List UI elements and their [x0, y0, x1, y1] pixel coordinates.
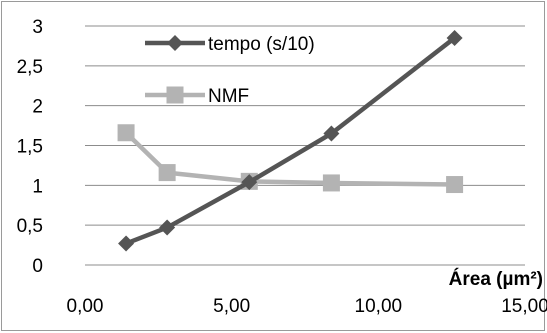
- y-tick-label: 3: [32, 17, 43, 38]
- data-point-tempo: [323, 125, 340, 142]
- series-group: [117, 29, 464, 252]
- data-point-nmf: [446, 176, 464, 194]
- data-point-tempo: [241, 174, 258, 191]
- y-tick-label: 1: [32, 176, 43, 197]
- x-axis-tick-labels: 0,00 5,00 10,00 15,00: [67, 296, 547, 317]
- y-tick-label: 0: [32, 256, 43, 277]
- data-point-nmf: [117, 124, 135, 142]
- data-point-tempo: [446, 29, 463, 46]
- series-line-tempo: [125, 36, 456, 246]
- y-tick-label: 2: [32, 97, 43, 118]
- data-point-tempo: [118, 235, 135, 252]
- data-point-nmf: [322, 174, 340, 192]
- legend-marker: [166, 86, 184, 104]
- data-point-nmf: [158, 164, 176, 182]
- legend-marker: [167, 35, 183, 51]
- legend-label: NMF: [208, 86, 249, 107]
- y-tick-label: 1,5: [17, 137, 43, 158]
- x-tick-label: 10,00: [355, 296, 403, 317]
- x-tick-label: 5,00: [213, 296, 250, 317]
- x-tick-label: 15,00: [501, 296, 547, 317]
- data-point-tempo: [159, 219, 176, 236]
- legend: tempo (s/10) NMF: [145, 34, 315, 107]
- legend-label: tempo (s/10): [208, 34, 315, 55]
- y-tick-label: 2,5: [17, 57, 43, 78]
- y-axis-tick-labels: 0 0,5 1 1,5 2 2,5 3: [17, 17, 43, 277]
- gridlines: [85, 25, 525, 266]
- x-tick-label: 0,00: [67, 296, 104, 317]
- x-axis-title: Área (µm²): [449, 268, 543, 290]
- y-tick-label: 0,5: [17, 216, 43, 237]
